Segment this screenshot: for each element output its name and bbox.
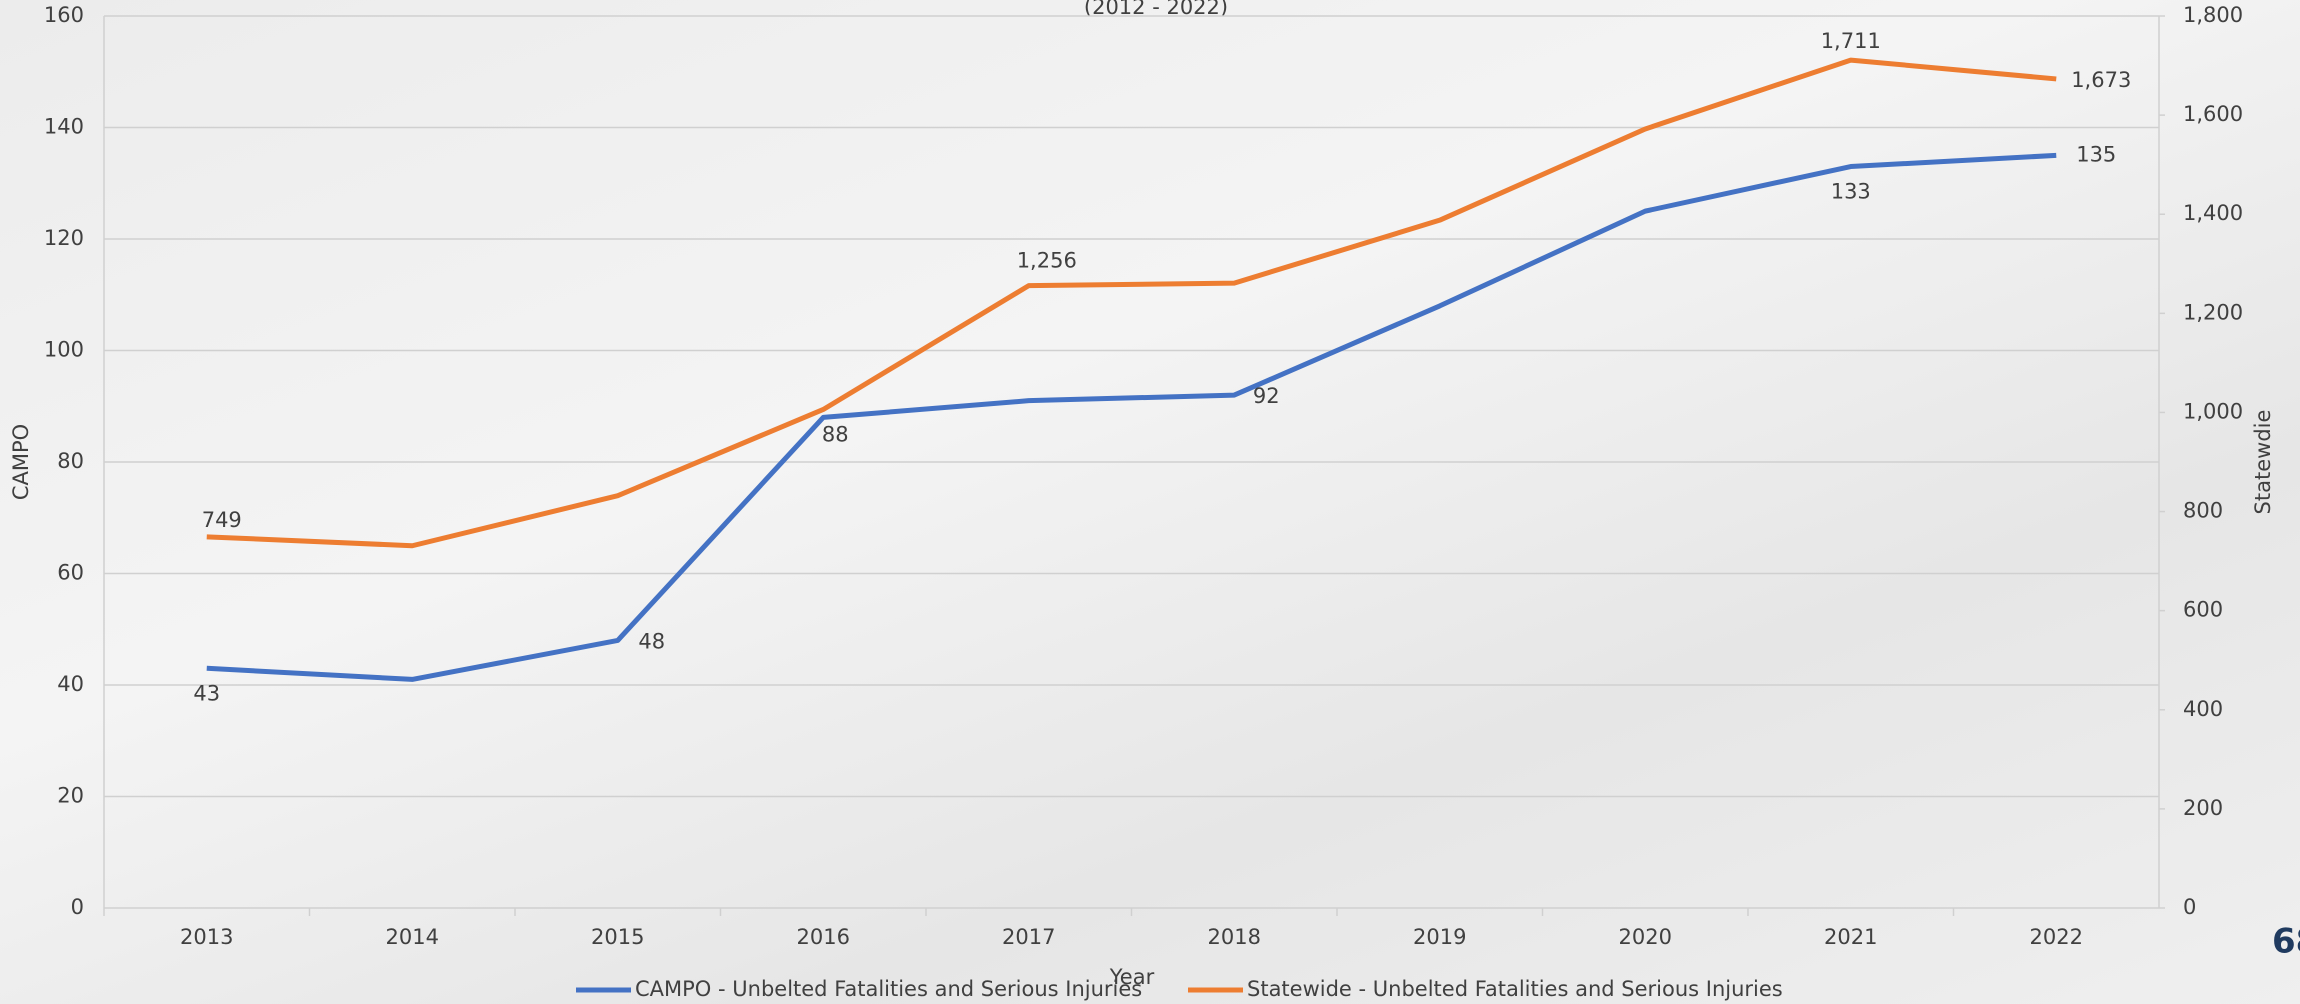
data-label: 1,256	[1017, 249, 1077, 273]
y-tick-label: 60	[57, 561, 84, 585]
data-label: 1,673	[2071, 68, 2131, 92]
line-series	[206, 152, 2057, 682]
y-tick-label: 80	[57, 449, 84, 473]
page-number: 68	[2272, 922, 2300, 962]
x-tick-label: 2020	[1619, 925, 1672, 949]
y-tick-label: 0	[71, 895, 84, 919]
y-axis-label: CAMPO	[9, 424, 33, 500]
y2-tick-label: 1,200	[2183, 300, 2243, 324]
data-label: 749	[202, 508, 242, 532]
data-label: 43	[193, 681, 220, 705]
y-tick-label: 140	[44, 115, 84, 139]
x-tick-label: 2019	[1413, 925, 1466, 949]
y-tick-label: 120	[44, 226, 84, 250]
x-tick-label: 2013	[180, 925, 233, 949]
y-tick-label: 40	[57, 672, 84, 696]
y-tick-label: 100	[44, 338, 84, 362]
y2-tick-label: 1,400	[2183, 201, 2243, 225]
y2-tick-label: 800	[2183, 499, 2223, 523]
y2-tick-label: 1,800	[2183, 3, 2243, 27]
y-tick-label: 160	[44, 3, 84, 27]
x-tick-label: 2021	[1824, 925, 1877, 949]
y2-axis-label: Statewdie	[2251, 410, 2275, 515]
y2-tick-label: 200	[2183, 796, 2223, 820]
y2-tick-label: 400	[2183, 697, 2223, 721]
x-axis-label: Year	[1109, 965, 1155, 989]
data-label: 88	[822, 422, 849, 446]
data-label: 48	[638, 629, 665, 653]
chart-subtitle: (2012 - 2022)	[1084, 0, 1228, 19]
data-label: 92	[1253, 384, 1280, 408]
y2-tick-label: 1,000	[2183, 399, 2243, 423]
data-label: 133	[1831, 180, 1871, 204]
x-tick-label: 2017	[1002, 925, 1055, 949]
x-tick-label: 2022	[2030, 925, 2083, 949]
x-tick-label: 2014	[386, 925, 439, 949]
legend-label: Statewide - Unbelted Fatalities and Seri…	[1247, 977, 1783, 1001]
y2-tick-label: 600	[2183, 598, 2223, 622]
x-tick-label: 2018	[1208, 925, 1261, 949]
y2-tick-label: 0	[2183, 895, 2196, 919]
y-tick-label: 20	[57, 784, 84, 808]
line-series	[206, 57, 2057, 549]
data-label: 135	[2076, 142, 2116, 166]
data-label: 1,711	[1821, 29, 1881, 53]
x-tick-label: 2016	[797, 925, 850, 949]
y2-tick-label: 1,600	[2183, 102, 2243, 126]
x-tick-label: 2015	[591, 925, 644, 949]
legend-label: CAMPO - Unbelted Fatalities and Serious …	[635, 977, 1142, 1001]
